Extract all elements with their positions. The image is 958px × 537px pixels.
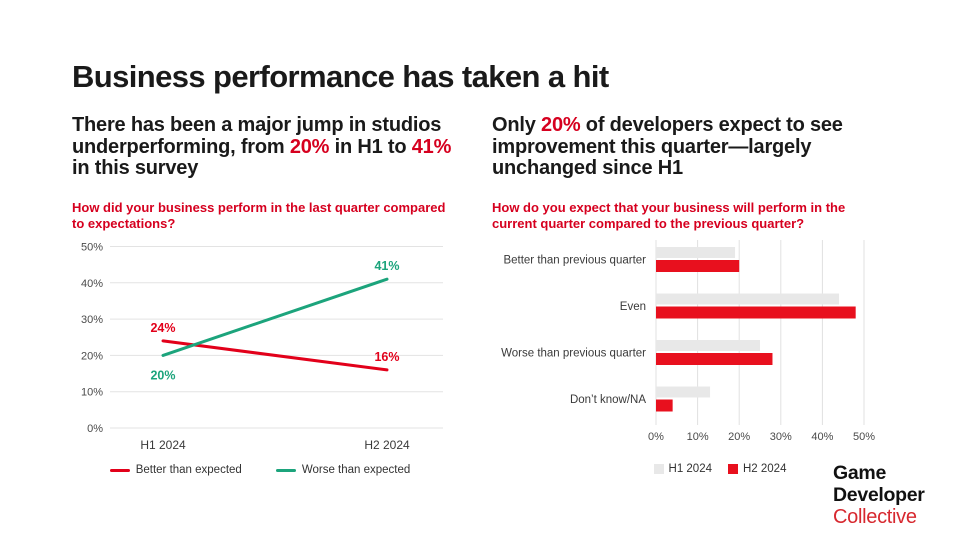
- bar-h1-2024: [656, 293, 840, 305]
- left-chart-question: How did your business perform in the las…: [72, 200, 446, 231]
- legend-label: Better than expected: [135, 464, 242, 476]
- series-line: [161, 277, 389, 357]
- category-label: Worse than previous quarter: [501, 348, 646, 360]
- x-tick-label: 20%: [728, 431, 750, 443]
- bar-h1-2024: [656, 340, 760, 351]
- left-headline-part: in H1 to: [329, 135, 412, 158]
- bar-h1-2024: [656, 386, 711, 398]
- series-line: [161, 339, 389, 372]
- x-tick-label: 0%: [648, 431, 664, 443]
- bar-h2-2024: [656, 306, 856, 319]
- legend-square-swatch-gray: [653, 464, 664, 474]
- x-tick-label: 30%: [770, 431, 792, 443]
- page-title: Business performance has taken a hit: [72, 58, 609, 94]
- bar-h2-2024: [656, 353, 773, 365]
- legend-item-h2-2024: H2 2024: [728, 463, 786, 475]
- y-tick-label: 40%: [81, 278, 103, 290]
- bar-h2-2024: [656, 260, 740, 272]
- y-tick-label: 10%: [81, 387, 103, 399]
- legend-item-better-than-expected: Better than expected: [109, 464, 242, 476]
- legend-line-swatch-red: [109, 468, 130, 472]
- legend-item-worse-than-expected: Worse than expected: [275, 464, 411, 476]
- y-tick-label: 20%: [81, 350, 103, 362]
- point-label: 20%: [150, 368, 175, 382]
- bar-chart: 0% 10% 20% 30% 40% 50% Better than previous qu…: [501, 240, 875, 443]
- right-headline-part: Only: [492, 114, 542, 136]
- legend-square-swatch-red: [728, 464, 738, 474]
- right-headline-highlight-20: 20%: [541, 114, 581, 136]
- point-label: 16%: [374, 350, 399, 364]
- right-headline-part: of developers expect to see improvement …: [492, 114, 843, 179]
- point-label: 24%: [150, 321, 175, 335]
- category-label: Even: [620, 301, 646, 313]
- logo-line-game: Game: [833, 462, 886, 484]
- left-headline-highlight-41: 41%: [411, 135, 452, 158]
- category-label: Better than previous quarter: [503, 255, 646, 267]
- left-headline-part: in this survey: [72, 157, 199, 179]
- left-headline: There has been a major jump in studios u…: [72, 114, 454, 180]
- x-category-label: H1 2024: [140, 438, 186, 452]
- legend-label: H2 2024: [743, 463, 787, 475]
- legend-item-h1-2024: H1 2024: [653, 463, 712, 475]
- line-chart: 0% 10% 20% 30% 40% 50% H1 2024 H2 2024 24% 16% 20%…: [81, 242, 443, 452]
- legend-label: H1 2024: [668, 463, 712, 475]
- left-headline-highlight-20: 20%: [289, 135, 330, 158]
- legend-line-swatch-teal: [275, 468, 296, 472]
- right-chart-question: How do you expect that your business wil…: [492, 200, 846, 231]
- point-label: 41%: [374, 259, 399, 273]
- legend-label: Worse than expected: [301, 464, 411, 476]
- x-tick-label: 40%: [811, 431, 833, 443]
- bar-chart-legend: H1 2024 H2 2024: [610, 463, 830, 475]
- x-category-label: H2 2024: [364, 438, 410, 452]
- x-tick-label: 50%: [853, 431, 875, 443]
- category-label: Don’t know/NA: [570, 394, 646, 406]
- right-headline: Only 20% of developers expect to see imp…: [492, 114, 884, 180]
- line-chart-legend: Better than expected Worse than expected: [72, 464, 448, 476]
- bar-h1-2024: [656, 247, 736, 258]
- bar-h2-2024: [656, 399, 673, 412]
- y-tick-label: 0%: [87, 423, 103, 435]
- logo-line-collective: Collective: [833, 506, 917, 528]
- y-tick-label: 50%: [81, 242, 103, 254]
- x-tick-label: 10%: [687, 431, 709, 443]
- y-tick-label: 30%: [81, 314, 103, 326]
- game-developer-collective-logo: Game Developer Collective: [833, 462, 925, 528]
- logo-line-developer: Developer: [833, 484, 925, 506]
- left-headline-part: There has been a major jump in studios u…: [72, 114, 442, 158]
